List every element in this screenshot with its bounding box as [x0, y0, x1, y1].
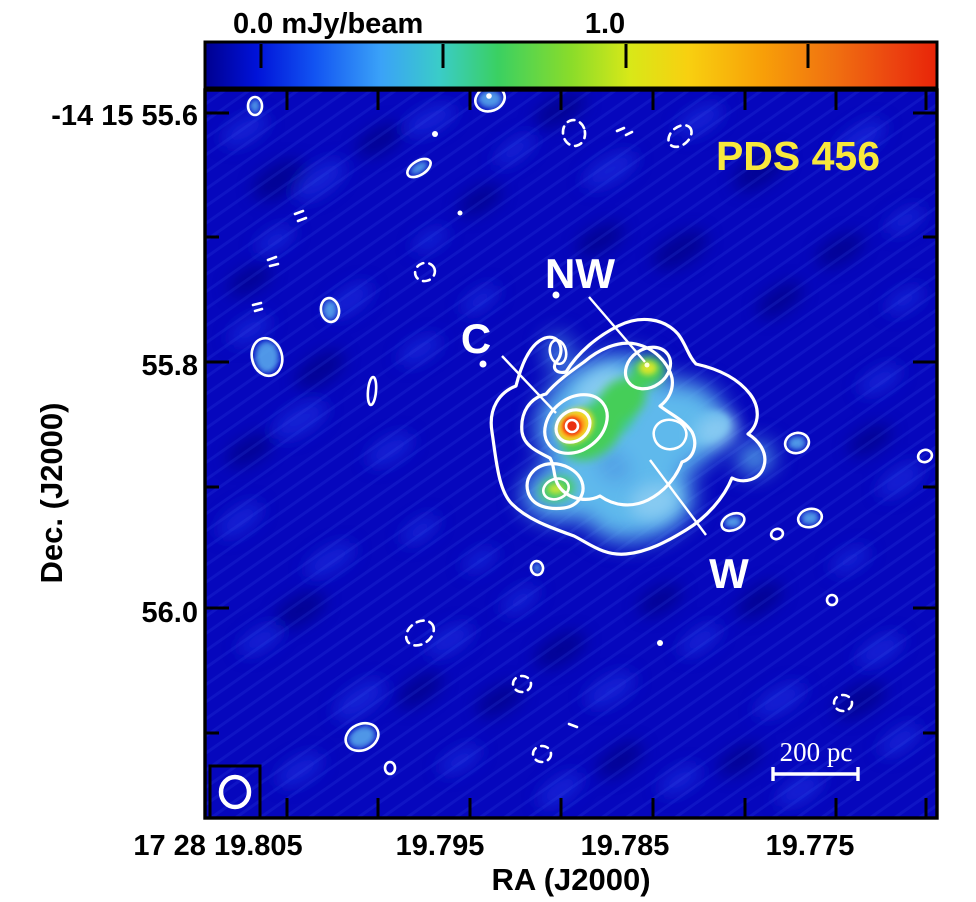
noise-contours-solid	[246, 90, 934, 776]
colorbar-label-mid: 1.0	[585, 8, 625, 40]
feature-annotations: NW C W	[461, 250, 749, 597]
source-contours	[489, 317, 767, 556]
y-tick-label-0: -14 15 55.6	[51, 100, 198, 132]
scale-bar-label: 200 pc	[780, 737, 853, 767]
x-tick-label-2: 19.785	[581, 830, 670, 862]
scale-bar: 200 pc	[771, 737, 860, 781]
x-axis-labels: 17 28 19.805 19.795 19.785 19.775 RA (J2…	[133, 830, 854, 897]
contour-w-hook	[652, 418, 688, 451]
beam-indicator	[208, 764, 262, 820]
feature-label-w: W	[709, 550, 749, 597]
colorbar-label-min: 0.0 mJy/beam	[233, 8, 423, 40]
feature-label-nw: NW	[545, 250, 615, 297]
core-marker-dot	[569, 423, 575, 429]
x-axis-title: RA (J2000)	[491, 862, 650, 897]
map-panel: PDS 456 NW C W 200 pc	[203, 88, 939, 820]
y-axis-ticks	[205, 111, 937, 735]
noise-contours-dashed	[404, 118, 854, 764]
x-tick-label-3: 19.775	[766, 830, 855, 862]
pointer-line-w	[649, 459, 707, 536]
y-tick-label-1: 55.8	[142, 350, 198, 382]
beam-box	[208, 764, 262, 820]
contour-se-inner	[542, 477, 570, 501]
x-axis-ticks	[285, 90, 928, 818]
nw-label-dot	[552, 291, 560, 299]
colorbar-gradient-bar	[203, 40, 939, 90]
contour-second	[520, 341, 697, 507]
source-title: PDS 456	[716, 133, 880, 179]
core-marker-circle	[564, 418, 580, 434]
c-label-dot	[479, 360, 487, 368]
contour-core-inner	[554, 408, 592, 444]
beam-ellipse	[218, 774, 252, 810]
colorbar: 0.0 mJy/beam 1.0	[203, 8, 939, 90]
x-tick-label-0: 17 28 19.805	[133, 830, 302, 862]
source-envelope-bright	[574, 368, 738, 521]
contour-outer	[489, 317, 767, 556]
contour-thumb	[548, 338, 568, 366]
pointer-line-c	[501, 355, 557, 414]
contour-se-knot	[525, 462, 585, 511]
colorbar-ticks	[259, 44, 810, 68]
contour-core-outer	[543, 393, 609, 455]
x-tick-label-1: 19.795	[396, 830, 485, 862]
y-tick-label-2: 56.0	[142, 597, 198, 629]
feature-label-c: C	[461, 315, 491, 362]
y-axis-labels: -14 15 55.6 55.8 56.0 Dec. (J2000)	[34, 100, 198, 629]
y-axis-title: Dec. (J2000)	[34, 403, 69, 584]
pointer-line-nw	[588, 296, 646, 363]
map-frame	[203, 88, 939, 820]
nw-peak-dot	[644, 362, 650, 368]
